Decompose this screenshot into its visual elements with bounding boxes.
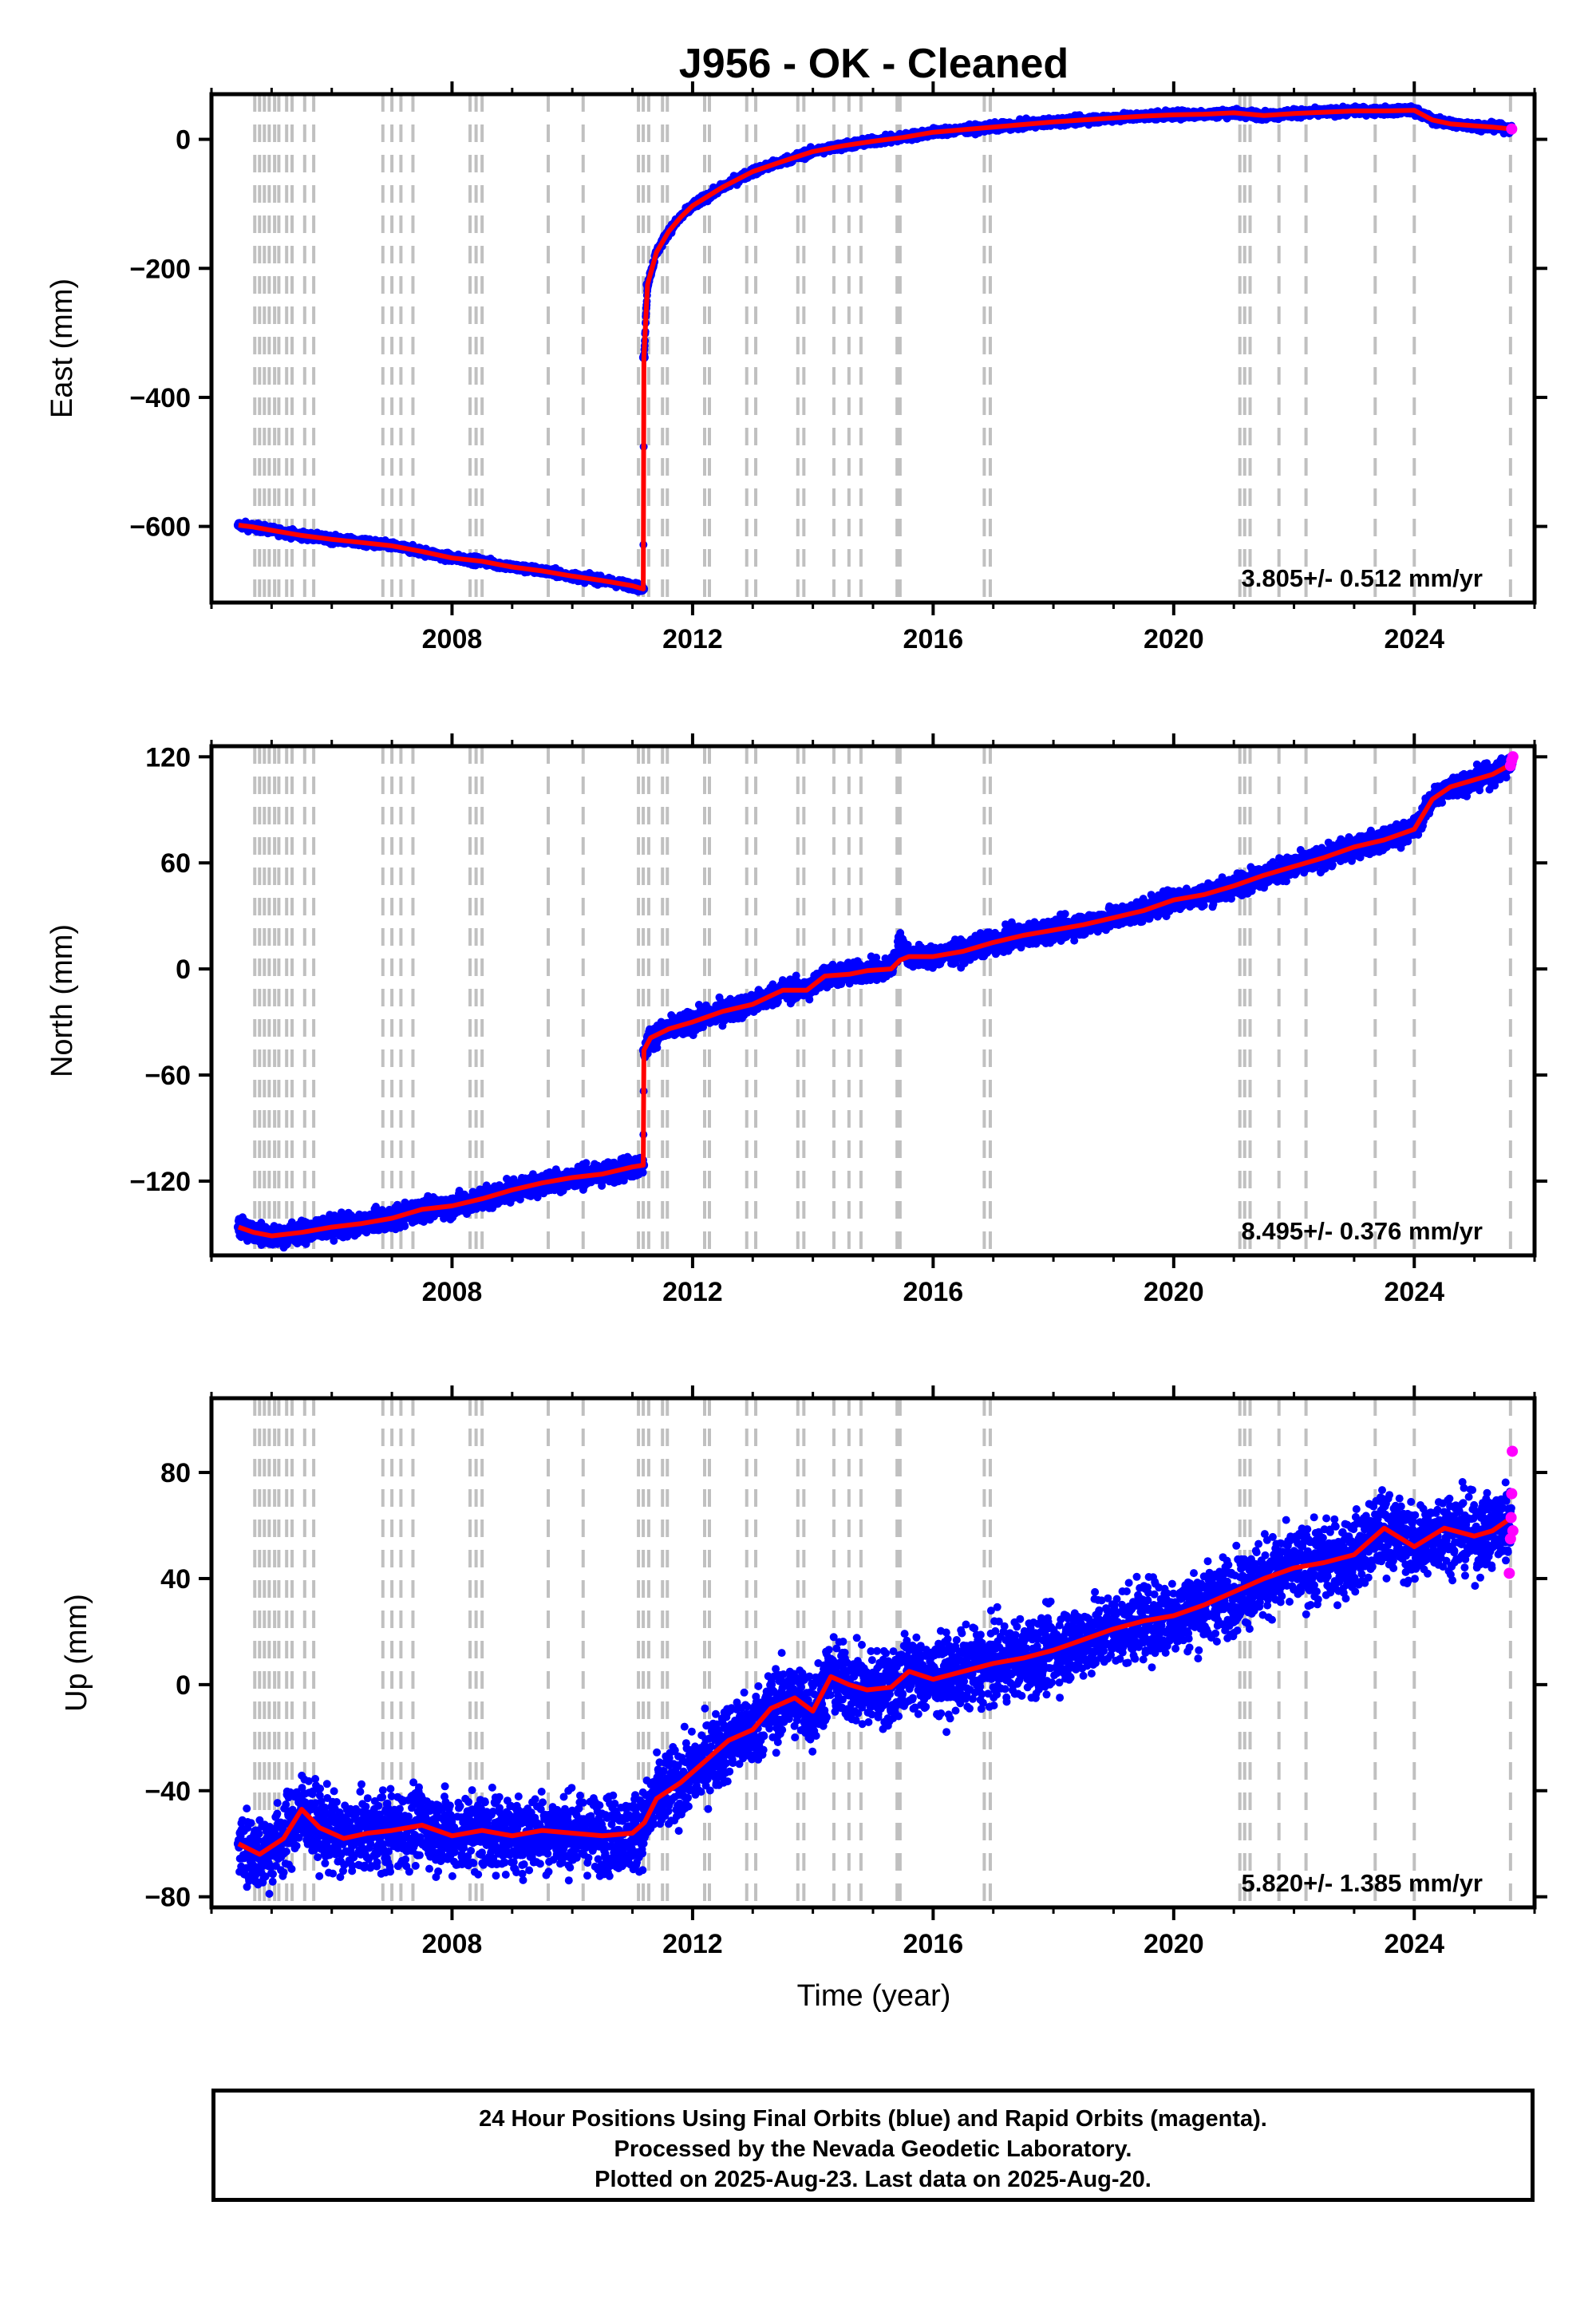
chart-title: J956 - OK - Cleaned <box>679 41 1069 87</box>
equipment-change-lines <box>253 94 1512 603</box>
final-orbits-points <box>233 102 1517 596</box>
